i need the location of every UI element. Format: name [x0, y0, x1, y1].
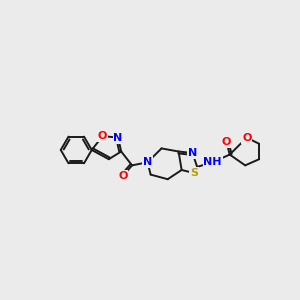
Text: N: N [143, 157, 152, 167]
Text: O: O [222, 137, 231, 147]
Text: O: O [118, 171, 128, 181]
Text: N: N [188, 148, 197, 158]
Text: S: S [190, 168, 198, 178]
Text: NH: NH [203, 157, 222, 167]
Text: N: N [113, 133, 123, 142]
Text: O: O [242, 133, 251, 142]
Text: O: O [98, 131, 107, 141]
